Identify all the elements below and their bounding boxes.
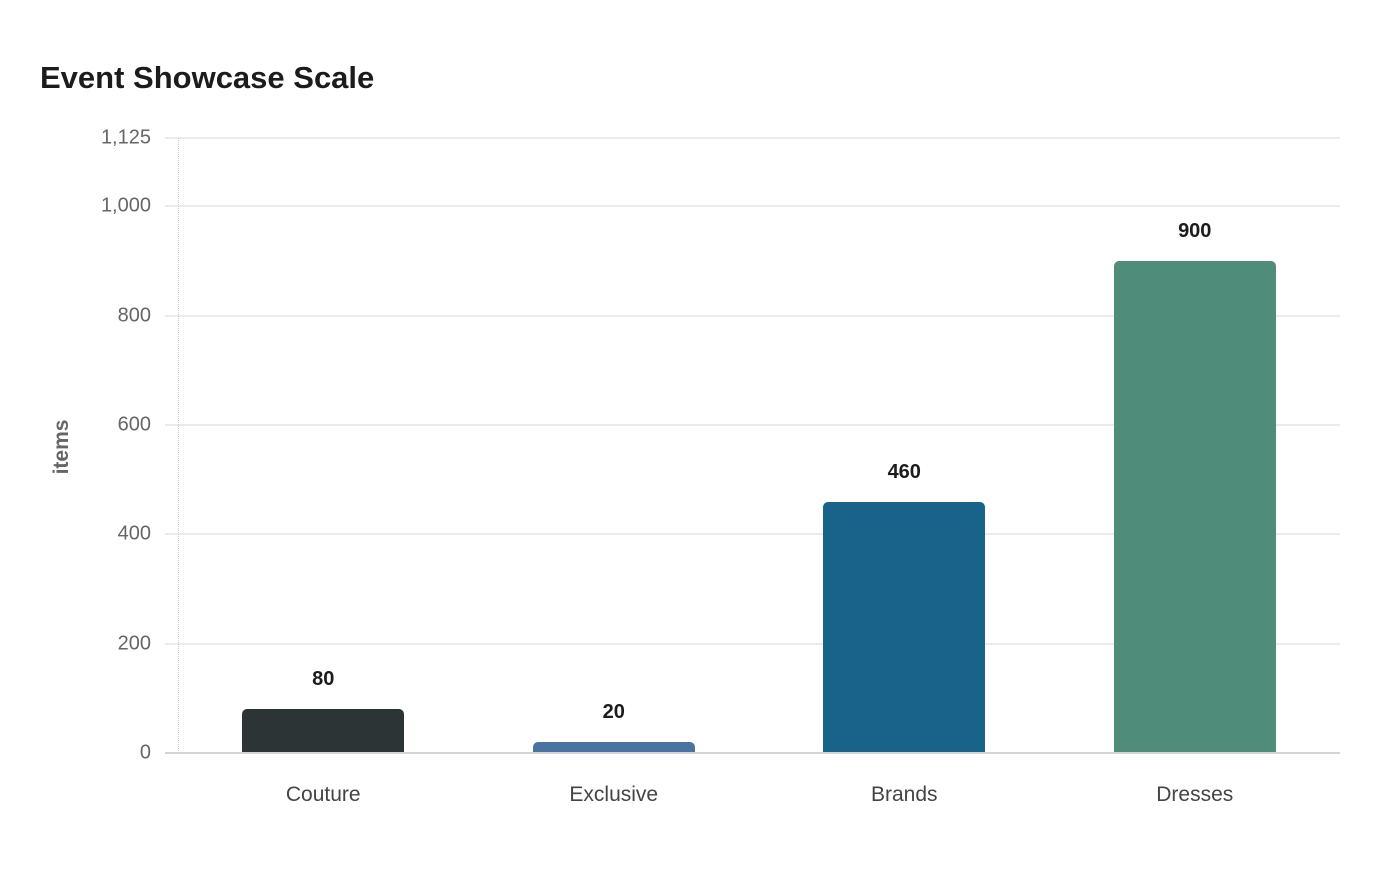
y-tick-label: 0 — [139, 741, 151, 764]
data-label: 900 — [1178, 220, 1212, 242]
bar-dresses[interactable] — [1113, 261, 1276, 753]
data-label: 20 — [602, 701, 625, 724]
gridline — [165, 533, 1340, 536]
x-tick-label: Dresses — [1156, 783, 1234, 806]
y-tick-label: 800 — [117, 304, 151, 327]
data-label: 80 — [312, 668, 335, 691]
y-axis-line — [178, 138, 179, 753]
chart-title: Event Showcase Scale — [40, 60, 375, 95]
gridline — [165, 137, 1340, 139]
gridline — [165, 205, 1340, 208]
x-axis-baseline — [165, 752, 1340, 754]
bar-couture[interactable] — [242, 709, 405, 753]
gridline — [165, 424, 1340, 426]
x-tick-label: Brands — [870, 783, 938, 806]
y-tick-label: 1,000 — [100, 194, 151, 217]
y-tick-label: 400 — [117, 522, 151, 545]
y-tick-label: 600 — [117, 413, 151, 436]
gridline — [165, 642, 1340, 645]
data-label: 460 — [887, 460, 921, 483]
x-tick-label: Couture — [285, 783, 361, 806]
x-tick-label: Exclusive — [569, 783, 659, 806]
y-axis-label: items — [50, 419, 73, 475]
y-tick-label: 1,125 — [100, 126, 151, 149]
gridline — [165, 314, 1340, 317]
bar-brands[interactable] — [823, 501, 986, 753]
bar-exclusive[interactable] — [532, 742, 695, 753]
y-tick-label: 200 — [117, 632, 151, 655]
